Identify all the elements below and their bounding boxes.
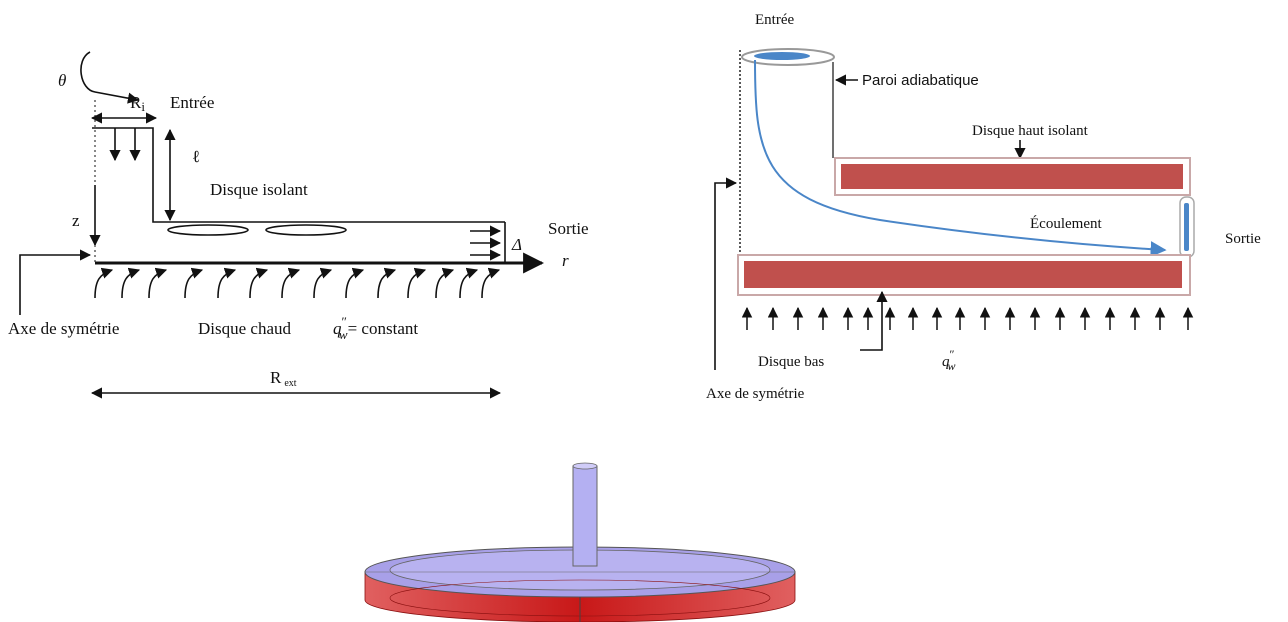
- outlet-label: Sortie: [548, 219, 589, 238]
- label-part: i: [141, 99, 145, 114]
- gap-label: Δ: [511, 235, 522, 254]
- label-part: R: [130, 93, 142, 112]
- label-part: R: [270, 368, 282, 387]
- label-part: ext: [284, 378, 296, 389]
- length-label: ℓ: [192, 147, 200, 166]
- right-diagram: Entrée Paroi adiabatique Disque haut iso…: [706, 12, 1261, 402]
- top-disk-label: Disque haut isolant: [972, 123, 1089, 139]
- outlet-label: Sortie: [1225, 231, 1261, 247]
- symmetry-axis-label: Axe de symétrie: [706, 386, 805, 402]
- heat-arrows: [95, 270, 499, 298]
- label-part: = constant: [348, 319, 419, 338]
- left-diagram: θ Ri Entrée ℓ Disque isolant z Sortie Δ …: [8, 52, 589, 393]
- inlet-label: Entrée: [755, 12, 794, 28]
- inner-radius-label: Ri: [130, 93, 145, 114]
- label-part: w: [948, 359, 956, 373]
- symmetry-axis-label: Axe de symétrie: [8, 319, 119, 338]
- z-axis-label: z: [72, 211, 80, 230]
- flow-label: Écoulement: [1030, 215, 1102, 232]
- insulated-disk-label: Disque isolant: [210, 180, 308, 199]
- bottom-disk-label: Disque bas: [758, 354, 824, 370]
- adiabatic-wall-label: Paroi adiabatique: [862, 72, 979, 89]
- r-axis-label: r: [562, 251, 569, 270]
- heat-flux-label: q″w: [942, 347, 956, 373]
- heat-flux-label: q″w= constant: [333, 314, 418, 342]
- heat-arrows: [747, 308, 1188, 330]
- figure: θ Ri Entrée ℓ Disque isolant z Sortie Δ …: [0, 0, 1288, 622]
- inlet-label: Entrée: [170, 93, 214, 112]
- theta-label: θ: [58, 71, 66, 90]
- hot-disk-label: Disque chaud: [198, 319, 292, 338]
- label-part: w: [339, 327, 348, 342]
- disk-3d: [365, 463, 795, 622]
